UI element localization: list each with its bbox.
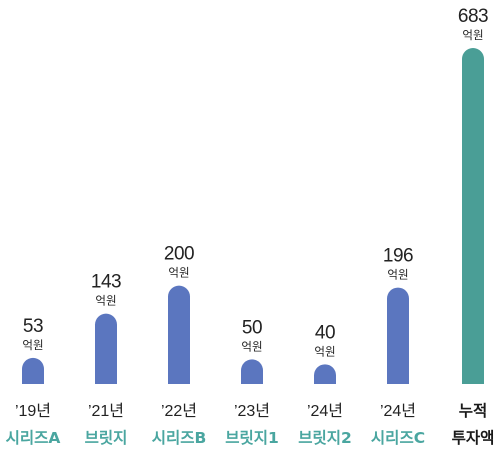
round-label: 브릿지	[85, 428, 128, 447]
unit-label: 억원	[22, 338, 43, 352]
unit-label: 억원	[241, 339, 262, 353]
round-label: 시리즈C	[371, 429, 425, 447]
round-label: 브릿지1	[225, 428, 279, 447]
bar	[22, 357, 44, 384]
bar	[314, 364, 336, 384]
year-label: 누적	[459, 402, 488, 420]
bar-total	[462, 48, 484, 384]
unit-label: 억원	[168, 266, 189, 280]
unit-label: 억원	[95, 294, 116, 308]
year-label: ’19년	[15, 402, 51, 420]
unit-label: 억원	[314, 344, 335, 358]
value-label: 683	[458, 6, 488, 27]
unit-label: 억원	[387, 268, 408, 282]
bar	[95, 313, 117, 384]
bar	[241, 359, 263, 384]
round-label: 시리즈A	[6, 429, 61, 447]
value-label: 196	[383, 246, 413, 267]
bar	[387, 287, 409, 384]
bar	[168, 285, 190, 384]
value-label: 50	[242, 317, 262, 338]
year-label: ’24년	[380, 402, 416, 420]
round-label: 브릿지2	[298, 428, 352, 447]
year-label: ’22년	[161, 402, 197, 420]
unit-label: 억원	[462, 28, 483, 42]
round-label: 투자액	[452, 428, 495, 447]
bars-group	[22, 48, 484, 384]
value-label: 53	[23, 316, 43, 337]
round-label: 시리즈B	[152, 429, 207, 447]
year-label: ’23년	[234, 402, 270, 420]
value-label: 40	[315, 322, 335, 343]
value-label: 143	[91, 272, 121, 293]
year-label: ’24년	[307, 402, 343, 420]
value-label: 200	[164, 244, 194, 265]
year-label: ’21년	[88, 402, 124, 420]
